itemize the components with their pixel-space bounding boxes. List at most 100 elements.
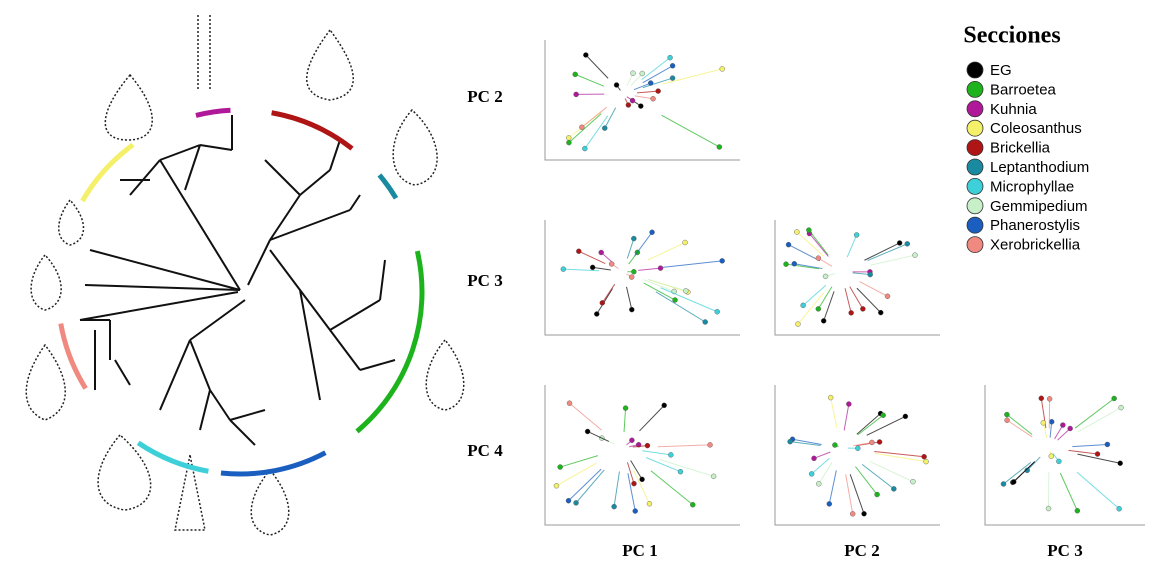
point	[854, 232, 859, 237]
point	[630, 71, 635, 76]
legend-label: Leptanthodium	[990, 159, 1089, 176]
point	[812, 456, 817, 461]
point	[788, 439, 793, 444]
figure: SeccionesEGBarroeteaKuhniaColeosanthusBr…	[0, 0, 1160, 567]
column-label: PC 1	[622, 541, 657, 560]
point	[711, 474, 716, 479]
legend-label: Barroetea	[990, 81, 1057, 98]
point	[1119, 405, 1124, 410]
link	[824, 291, 834, 320]
point	[585, 429, 590, 434]
point	[881, 413, 886, 418]
legend: SeccionesEGBarroeteaKuhniaColeosanthusBr…	[963, 23, 1089, 254]
legend-swatch	[967, 120, 983, 136]
link	[627, 287, 632, 310]
legend-swatch	[967, 198, 983, 214]
link	[1078, 408, 1121, 432]
link	[1003, 462, 1030, 484]
section-arc	[196, 110, 231, 115]
link	[624, 408, 626, 432]
link	[585, 116, 608, 149]
link	[846, 474, 853, 514]
point	[885, 294, 890, 299]
point	[877, 439, 882, 444]
legend-swatch	[967, 217, 983, 233]
point	[638, 104, 643, 109]
point	[683, 288, 688, 293]
point	[566, 498, 571, 503]
point	[631, 269, 636, 274]
point	[875, 492, 880, 497]
legend-label: Microphyllae	[990, 178, 1074, 195]
point	[1060, 423, 1065, 428]
point	[922, 454, 927, 459]
point	[612, 504, 617, 509]
link	[1072, 444, 1107, 446]
point	[903, 414, 908, 419]
link	[569, 113, 601, 142]
point	[629, 275, 634, 280]
link	[597, 289, 613, 314]
point	[1001, 481, 1006, 486]
point	[683, 240, 688, 245]
point	[846, 402, 851, 407]
leaf-silhouettes	[26, 15, 464, 535]
point	[794, 229, 799, 234]
point	[1112, 396, 1117, 401]
point	[801, 303, 806, 308]
link	[586, 55, 608, 78]
legend-title: Secciones	[963, 23, 1060, 49]
link	[845, 288, 851, 313]
link	[850, 474, 864, 513]
point	[583, 53, 588, 58]
point	[668, 55, 673, 60]
point	[897, 240, 902, 245]
legend-label: EG	[990, 62, 1012, 79]
point	[1056, 459, 1061, 464]
point	[626, 103, 631, 108]
point	[717, 144, 722, 149]
point	[849, 310, 854, 315]
panel-axes	[775, 385, 940, 525]
legend-label: Coleosanthus	[990, 120, 1082, 137]
link	[662, 115, 720, 147]
point	[720, 258, 725, 263]
point	[821, 318, 826, 323]
point	[558, 465, 563, 470]
point	[823, 274, 828, 279]
link	[637, 91, 658, 93]
point	[640, 477, 645, 482]
point	[1041, 420, 1046, 425]
section-arcs	[61, 110, 422, 474]
link	[831, 398, 837, 428]
point	[673, 298, 678, 303]
point	[1039, 396, 1044, 401]
legend-label: Kuhnia	[990, 101, 1037, 118]
column-label: PC 3	[1047, 541, 1082, 560]
link	[847, 235, 856, 257]
link	[642, 58, 670, 80]
section-arc	[221, 453, 325, 474]
row-label: PC 3	[467, 271, 502, 290]
legend-swatch	[967, 237, 983, 253]
point	[567, 401, 572, 406]
point	[561, 267, 566, 272]
point	[862, 511, 867, 516]
link	[809, 234, 828, 257]
section-arc	[82, 145, 133, 201]
link	[1007, 415, 1032, 435]
point	[827, 501, 832, 506]
link	[789, 245, 820, 261]
point	[809, 471, 814, 476]
link	[634, 470, 650, 503]
link	[570, 403, 602, 430]
point	[1011, 479, 1016, 484]
link	[860, 282, 888, 297]
point	[678, 469, 683, 474]
point	[1095, 452, 1100, 457]
legend-swatch	[967, 159, 983, 175]
link	[639, 405, 664, 431]
link	[1075, 398, 1114, 428]
point	[600, 300, 605, 305]
point	[869, 440, 874, 445]
